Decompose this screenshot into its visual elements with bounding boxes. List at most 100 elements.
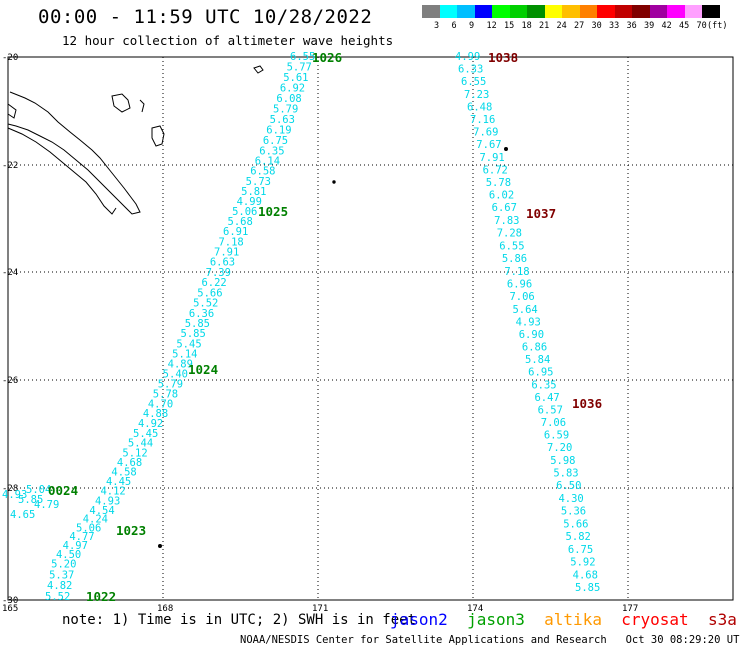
swh-value: 6.92: [280, 83, 305, 95]
legend-label: 39: [644, 21, 655, 31]
time-label: 1037: [526, 206, 556, 221]
swh-value: 5.78: [486, 177, 511, 189]
swh-value: 6.67: [492, 202, 517, 214]
swh-value: 4.77: [69, 531, 94, 543]
time-label: 0024: [48, 483, 78, 498]
swh-value: 5.85: [575, 582, 600, 594]
swh-value: 6.75: [568, 544, 593, 556]
swh-value: 6.90: [519, 329, 544, 341]
y-tick-label: -30: [2, 596, 18, 606]
swh-value: 5.06: [76, 522, 101, 534]
swh-value: 6.72: [483, 164, 508, 176]
swh-value: 7.83: [494, 215, 519, 227]
swh-value: 6.59: [544, 430, 569, 442]
legend-swatch: [422, 5, 440, 18]
legend-swatch: [544, 5, 562, 18]
swh-value: 7.06: [509, 291, 534, 303]
legend-labels: 3 6 9 12 15 18 21 24 27 30 33 36 39 42 45 70 (ft): [422, 21, 727, 35]
swh-value: 6.14: [255, 156, 280, 168]
swh-value: 5.66: [197, 287, 222, 299]
swh-value: 6.22: [201, 277, 226, 289]
swh-value: 7.91: [214, 246, 239, 258]
y-tick-label: -28: [2, 484, 18, 494]
swh-value: 4.93: [2, 489, 27, 501]
swh-value: 6.96: [507, 278, 532, 290]
swh-value: 4.79: [34, 499, 59, 511]
legend-label: 9: [469, 21, 475, 31]
coastline: [7, 65, 508, 548]
legend-swatch: [649, 5, 667, 18]
swh-value: 4.30: [558, 493, 583, 505]
swh-value: 7.67: [476, 139, 501, 151]
time-label: 1026: [312, 50, 342, 65]
legend-swatch: [457, 5, 475, 18]
x-tick-label: 171: [312, 604, 328, 614]
swh-value: 6.91: [223, 226, 248, 238]
satellite-name: s3a: [707, 610, 737, 629]
swh-value: 6.47: [534, 392, 559, 404]
swh-value: 4.68: [573, 569, 598, 581]
chart-title: 00:00 - 11:59 UTC 10/28/2022: [38, 6, 373, 28]
legend-swatch: [684, 5, 702, 18]
swh-value: 4.99: [237, 196, 262, 208]
swh-value: 5.37: [49, 569, 74, 581]
legend-label: 27: [574, 21, 585, 31]
swh-value: 4.68: [117, 457, 142, 469]
x-tick-label: 177: [622, 604, 638, 614]
legend-label: 18: [521, 21, 532, 31]
legend-swatch: [702, 5, 720, 18]
satellite-name: cryosat: [621, 610, 699, 629]
x-tick-label: 174: [467, 604, 483, 614]
swh-value: 7.20: [547, 442, 572, 454]
legend-label: 15: [504, 21, 515, 31]
swh-value: 6.55: [499, 240, 524, 252]
time-label: 1025: [258, 204, 288, 219]
y-tick-label: -26: [2, 376, 18, 386]
swh-value: 4.54: [89, 505, 114, 517]
legend-swatch: [597, 5, 615, 18]
legend-swatch: [492, 5, 510, 18]
time-label: 1024: [188, 362, 218, 377]
swh-value: 5.86: [502, 253, 527, 265]
satellite-name: jason3: [467, 610, 535, 629]
swh-value: 6.55: [290, 51, 315, 63]
swh-value: 4.82: [47, 580, 72, 592]
swh-value: 4.70: [148, 398, 173, 410]
swh-value: 7.06: [541, 417, 566, 429]
legend-swatch: [509, 5, 527, 18]
swh-value: 5.77: [287, 62, 312, 74]
y-tick-label: -24: [2, 268, 18, 278]
legend-label: 45: [679, 21, 690, 31]
legend-swatch: [632, 5, 650, 18]
swh-value: 7.16: [470, 114, 495, 126]
swh-value: 5.85: [181, 328, 206, 340]
footer-credit: NOAA/NESDIS Center for Satellite Applica…: [240, 634, 740, 646]
color-legend: 3 6 9 12 15 18 21 24 27 30 33 36 39 42 45 70 (ft): [422, 5, 727, 35]
swh-value: 5.52: [45, 591, 70, 603]
swh-value: 4.93: [516, 316, 541, 328]
satellite-name: jason2: [390, 610, 458, 629]
swh-value: 4.65: [10, 509, 35, 521]
swh-value: 6.63: [210, 257, 235, 269]
legend-label: 3: [434, 21, 440, 31]
satellite-legend: jason2 jason3 altika cryosat s3a: [390, 610, 737, 629]
swh-value: 6.33: [458, 64, 483, 76]
swh-value: 6.86: [522, 342, 547, 354]
swh-value: 6.58: [250, 166, 275, 178]
y-tick-label: -22: [2, 161, 18, 171]
time-label: 1022: [86, 589, 116, 604]
legend-label: 24: [556, 21, 567, 31]
swh-value: 7.18: [218, 236, 243, 248]
legend-label: 6: [451, 21, 457, 31]
swh-value: 5.14: [172, 349, 197, 361]
swh-value: 5.98: [550, 455, 575, 467]
legend-swatch: [614, 5, 632, 18]
swh-value: 5.64: [512, 304, 537, 316]
legend-swatch: [579, 5, 597, 18]
swh-value: 6.36: [189, 308, 214, 320]
lat-lon-grid: [8, 57, 733, 600]
swh-value: 4.50: [56, 549, 81, 561]
swh-value: 6.19: [266, 125, 291, 137]
satellite-name: altika: [544, 610, 612, 629]
legend-label: 21: [539, 21, 550, 31]
